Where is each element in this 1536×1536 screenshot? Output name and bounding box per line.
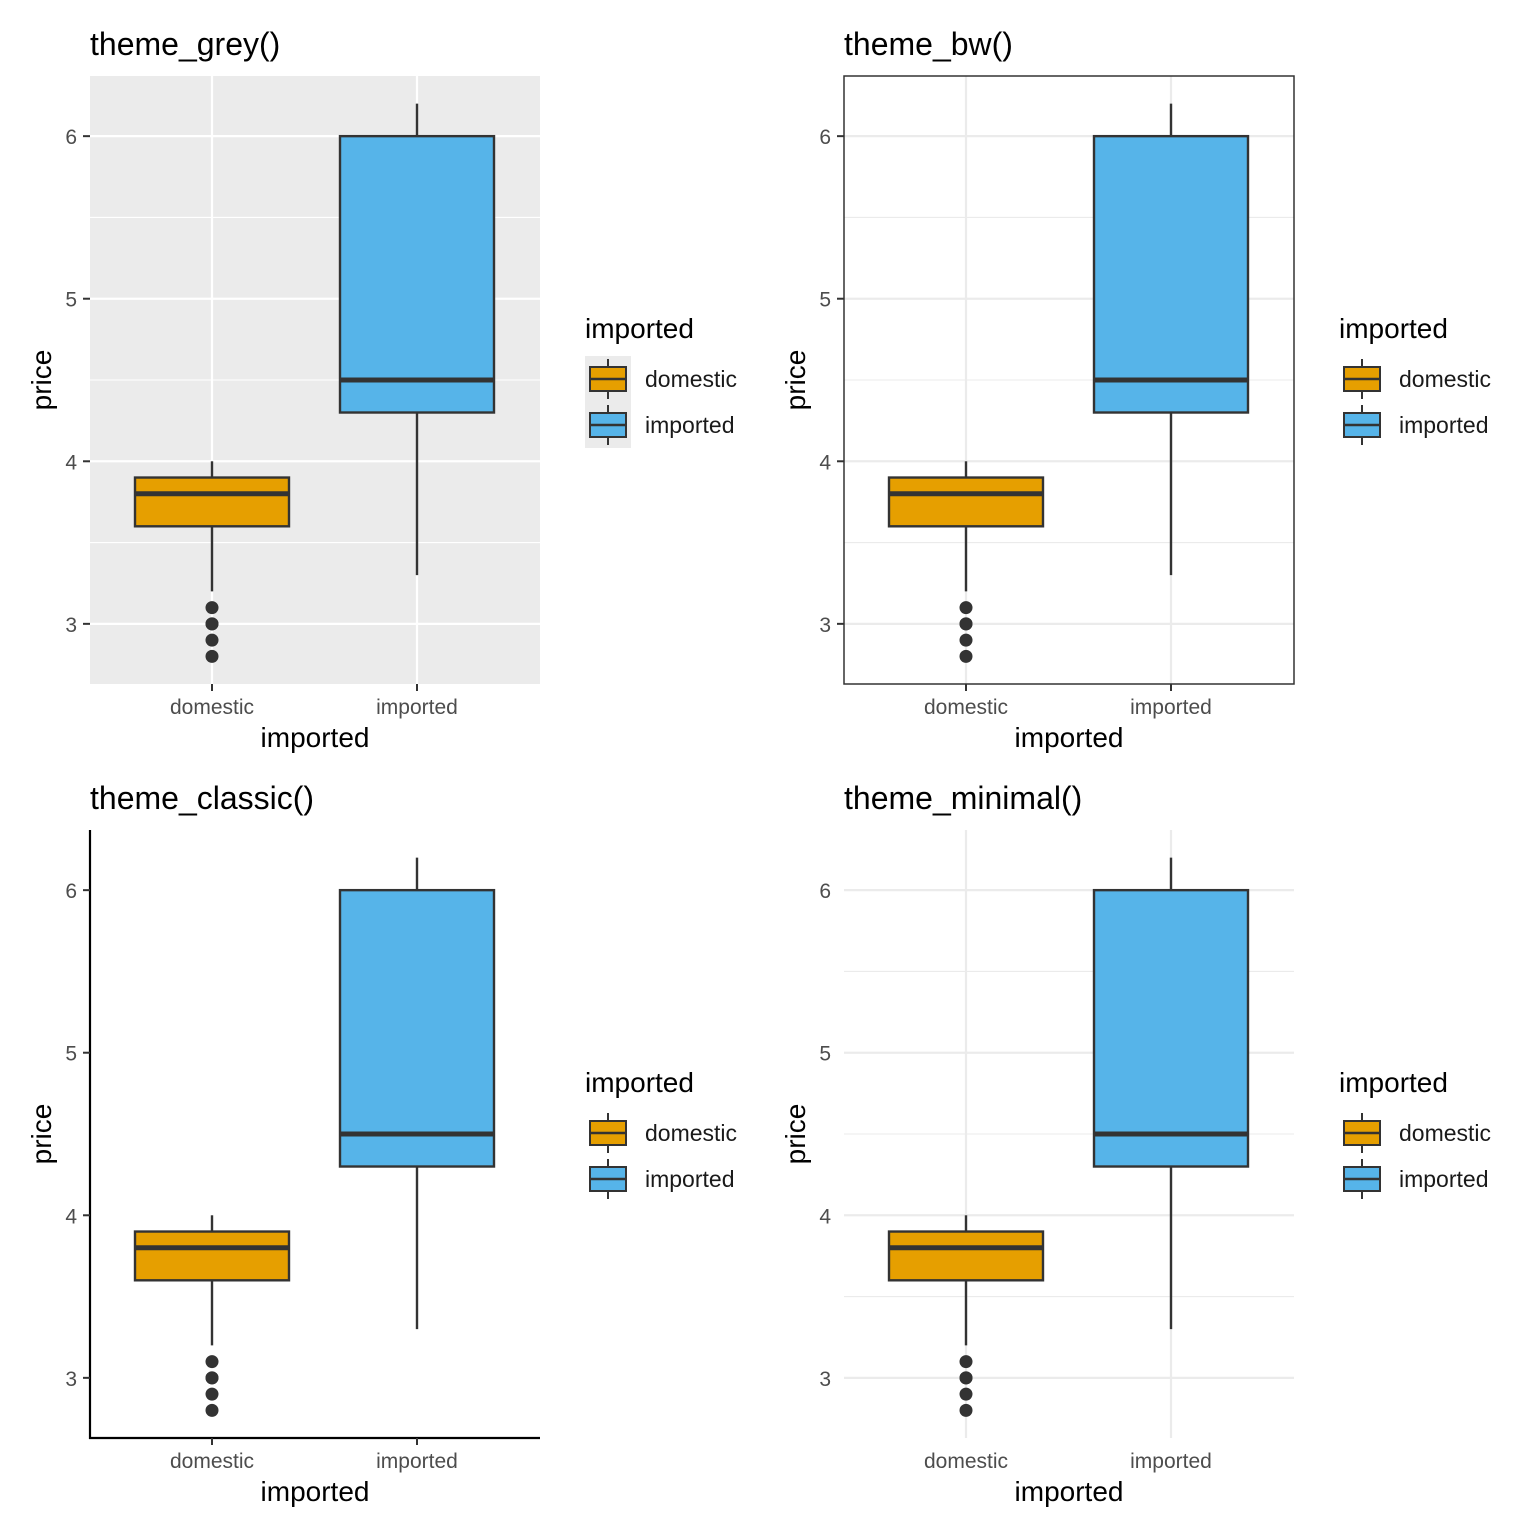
box-iqr xyxy=(133,476,291,528)
legend: imported domestic imported xyxy=(1339,313,1491,445)
boxplot-imported xyxy=(338,857,496,1330)
box-iqr xyxy=(887,476,1045,528)
legend: imported domestic imported xyxy=(585,313,737,448)
y-tick-label: 6 xyxy=(819,126,831,149)
x-tick-label: domestic xyxy=(924,696,1008,719)
legend-key-imported xyxy=(1343,405,1381,445)
y-tick-label: 6 xyxy=(819,880,831,903)
legend-key-domestic xyxy=(1343,1113,1381,1153)
x-axis-title: imported xyxy=(1015,1476,1124,1507)
outlier-point xyxy=(959,1355,973,1369)
legend: imported domestic imported xyxy=(1339,1067,1491,1199)
chart-panel-bw: 3 4 5 6 domestic imported imported price theme_b… xyxy=(780,26,1491,753)
chart-title: theme_grey() xyxy=(90,26,280,62)
legend-key-domestic xyxy=(589,1113,627,1153)
y-tick-label: 5 xyxy=(819,1043,831,1066)
panel-border xyxy=(843,75,1295,685)
x-tick-label: domestic xyxy=(924,1450,1008,1473)
y-axis-title: price xyxy=(26,1104,57,1165)
x-tick-label: imported xyxy=(1130,1450,1212,1473)
y-tick-label: 6 xyxy=(65,126,77,149)
legend-key-imported xyxy=(585,402,631,448)
y-tick-label: 5 xyxy=(65,289,77,312)
x-tick-label: domestic xyxy=(170,696,254,719)
legend-label: domestic xyxy=(645,366,737,392)
legend-title: imported xyxy=(585,1067,694,1098)
outlier-point xyxy=(205,649,219,663)
y-tick-label: 4 xyxy=(819,451,831,474)
outlier-point xyxy=(959,649,973,663)
outlier-point xyxy=(959,633,973,647)
legend: imported domestic imported xyxy=(585,1067,737,1199)
x-tick-label: imported xyxy=(376,1450,458,1473)
chart-title: theme_minimal() xyxy=(844,780,1082,816)
y-tick-label: 3 xyxy=(65,614,77,637)
legend-label: domestic xyxy=(645,1120,737,1146)
boxplot-domestic xyxy=(887,1215,1045,1417)
y-tick-label: 4 xyxy=(65,451,77,474)
y-tick-label: 4 xyxy=(65,1205,77,1228)
legend-title: imported xyxy=(1339,313,1448,344)
chart-title: theme_bw() xyxy=(844,26,1013,62)
x-axis-title: imported xyxy=(261,722,370,753)
outlier-point xyxy=(959,1403,973,1417)
outlier-point xyxy=(205,1387,219,1401)
boxplot-imported xyxy=(1092,857,1250,1330)
legend-key-domestic xyxy=(1343,359,1381,399)
legend-title: imported xyxy=(1339,1067,1448,1098)
x-tick-label: domestic xyxy=(170,1450,254,1473)
y-tick-label: 3 xyxy=(819,1368,831,1391)
y-tick-label: 6 xyxy=(65,880,77,903)
outlier-point xyxy=(205,617,219,631)
legend-key-imported xyxy=(1343,1159,1381,1199)
legend-title: imported xyxy=(585,313,694,344)
boxplot-imported xyxy=(338,103,496,576)
x-axis-title: imported xyxy=(261,1476,370,1507)
y-tick-label: 5 xyxy=(819,289,831,312)
y-axis-title: price xyxy=(780,350,811,411)
outlier-point xyxy=(205,633,219,647)
chart-title: theme_classic() xyxy=(90,780,314,816)
outlier-point xyxy=(959,601,973,615)
boxplot-domestic xyxy=(887,461,1045,663)
outlier-point xyxy=(959,617,973,631)
chart-panel-minimal: 3 4 5 6 domestic imported imported price theme_m… xyxy=(780,780,1491,1507)
outlier-point xyxy=(959,1387,973,1401)
chart-panel-grey: 3 4 5 6 domestic imported imported price theme_g… xyxy=(26,26,737,753)
legend-label: imported xyxy=(1399,1166,1488,1192)
legend-label: domestic xyxy=(1399,1120,1491,1146)
boxplot-domestic xyxy=(133,461,291,663)
outlier-point xyxy=(205,1371,219,1385)
y-tick-label: 3 xyxy=(65,1368,77,1391)
x-axis-title: imported xyxy=(1015,722,1124,753)
outlier-point xyxy=(205,1355,219,1369)
boxplot-imported xyxy=(1092,103,1250,576)
boxplot-domestic xyxy=(133,1215,291,1417)
y-tick-label: 4 xyxy=(819,1205,831,1228)
legend-label: imported xyxy=(645,1166,734,1192)
legend-key-domestic xyxy=(585,356,631,402)
outlier-point xyxy=(205,601,219,615)
legend-key-imported xyxy=(589,1159,627,1199)
chart-panel-classic: 3 4 5 6 domestic imported imported price theme_c… xyxy=(26,780,737,1507)
y-axis-title: price xyxy=(780,1104,811,1165)
box-iqr xyxy=(338,134,496,414)
y-axis-title: price xyxy=(26,350,57,411)
x-tick-label: imported xyxy=(1130,696,1212,719)
x-tick-label: imported xyxy=(376,696,458,719)
box-iqr xyxy=(1092,134,1250,414)
box-iqr xyxy=(338,888,496,1168)
box-iqr xyxy=(133,1230,291,1282)
box-iqr xyxy=(887,1230,1045,1282)
outlier-point xyxy=(205,1403,219,1417)
y-tick-label: 3 xyxy=(819,614,831,637)
legend-label: imported xyxy=(1399,412,1488,438)
legend-label: imported xyxy=(645,412,734,438)
box-iqr xyxy=(1092,888,1250,1168)
outlier-point xyxy=(959,1371,973,1385)
y-tick-label: 5 xyxy=(65,1043,77,1066)
legend-label: domestic xyxy=(1399,366,1491,392)
